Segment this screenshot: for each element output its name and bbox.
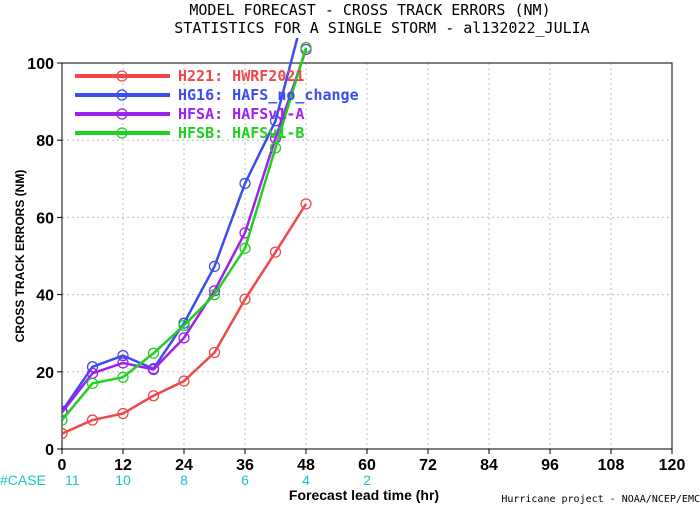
legend-label: HFSA: HAFSv1-A <box>178 105 304 123</box>
chart-title: MODEL FORECAST - CROSS TRACK ERRORS (NM) <box>189 1 550 19</box>
data-point <box>208 260 221 273</box>
data-point <box>86 414 99 426</box>
x-tick-label: 0 <box>58 457 67 474</box>
case-count: 4 <box>302 472 310 488</box>
legend-marker <box>116 70 128 82</box>
x-tick-label: 72 <box>419 457 437 474</box>
data-point <box>208 346 221 359</box>
data-point <box>178 332 190 344</box>
data-point <box>117 357 129 369</box>
x-tick-label: 48 <box>297 457 315 474</box>
series-line-2 <box>62 49 308 414</box>
chart-subtitle: STATISTICS FOR A SINGLE STORM - al132022… <box>174 19 589 37</box>
case-count: 11 <box>65 472 80 488</box>
data-point <box>86 361 99 373</box>
x-tick-label: 84 <box>480 457 498 474</box>
data-point <box>62 427 68 440</box>
case-count: 10 <box>115 472 131 488</box>
x-tick-label: 60 <box>358 457 376 474</box>
data-point <box>300 41 312 54</box>
legend-label: HFSB: HAFSv1-B <box>178 124 304 142</box>
x-tick-label: 24 <box>175 457 193 474</box>
data-point <box>208 288 221 301</box>
data-point <box>147 347 160 359</box>
data-point <box>62 414 68 426</box>
series-group <box>62 38 312 440</box>
data-point <box>178 375 190 387</box>
legend-label: HG16: HAFS_no_change <box>178 86 359 104</box>
case-label: #CASE <box>0 472 46 488</box>
data-point <box>269 142 282 154</box>
data-point <box>117 349 129 362</box>
legend-marker <box>116 127 128 139</box>
data-point <box>239 242 251 254</box>
y-axis-ticks: 0 20 40 60 80 100 <box>27 56 62 459</box>
data-point <box>147 390 160 402</box>
case-count: 6 <box>241 472 249 488</box>
x-axis-label: Forecast lead time (hr) <box>289 487 439 503</box>
data-point <box>239 293 251 305</box>
data-point <box>117 407 129 420</box>
y-axis-label: CROSS TRACK ERRORS (NM) <box>13 170 27 343</box>
credit-text: Hurricane project - NOAA/NCEP/EMC <box>501 494 700 505</box>
data-point <box>269 246 282 258</box>
y-tick-label: 100 <box>27 56 54 73</box>
y-tick-label: 40 <box>36 288 54 305</box>
y-tick-label: 60 <box>36 210 54 227</box>
data-point <box>147 363 160 376</box>
y-tick-label: 80 <box>36 133 54 150</box>
legend-marker <box>116 89 128 101</box>
case-count: 2 <box>363 472 371 488</box>
series-line-0 <box>62 203 308 435</box>
x-tick-label: 108 <box>598 457 625 474</box>
case-counts: #CASE 11 10 8 6 4 2 <box>0 472 371 488</box>
data-point <box>239 177 251 190</box>
y-tick-label: 0 <box>45 442 54 459</box>
x-tick-label: 36 <box>236 457 254 474</box>
x-axis-ticks: 0 12 24 36 48 60 72 84 96 108 120 <box>58 449 686 474</box>
data-point <box>300 198 312 210</box>
legend-marker <box>116 108 128 120</box>
y-tick-label: 20 <box>36 365 54 382</box>
legend-label: H221: HWRF2021 <box>178 67 304 85</box>
data-point <box>178 319 190 332</box>
case-count: 8 <box>180 472 188 488</box>
data-point <box>117 371 129 383</box>
data-point <box>86 377 99 390</box>
x-tick-label: 120 <box>659 457 686 474</box>
series-line-3 <box>62 47 308 421</box>
series-line-1 <box>62 38 299 412</box>
x-tick-label: 12 <box>114 457 132 474</box>
x-tick-label: 96 <box>541 457 559 474</box>
